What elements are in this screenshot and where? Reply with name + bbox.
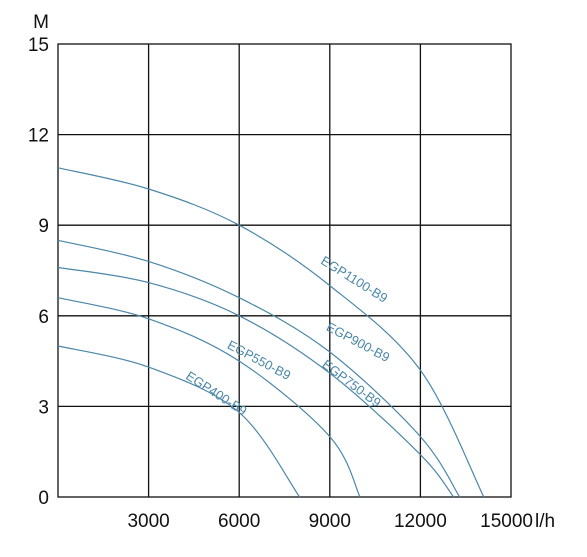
curve-label: EGP550-B9 — [225, 337, 293, 383]
y-tick-label: 0 — [38, 488, 49, 509]
x-axis-unit: l/h — [535, 511, 555, 532]
performance-curves — [57, 167, 485, 498]
curve-labels: EGP1100-B9EGP900-B9EGP750-B9EGP550-B9EGP… — [183, 253, 392, 419]
y-tick-label: 3 — [38, 397, 49, 418]
x-tick-label: 9000 — [309, 511, 351, 532]
curve-egp1100-b9 — [57, 167, 485, 498]
x-tick-label: 12000 — [394, 511, 447, 532]
curve-label: EGP900-B9 — [324, 319, 392, 365]
y-axis-unit: M — [33, 12, 49, 33]
grid — [57, 43, 512, 498]
y-axis-ticks: 0 3 6 9 12 15 — [28, 35, 49, 509]
plot-frame — [57, 43, 512, 498]
curve-egp550-b9 — [57, 297, 361, 498]
x-tick-label: 15000 — [480, 511, 533, 532]
y-tick-label: 12 — [28, 126, 49, 147]
x-axis-ticks: 3000 6000 9000 12000 15000 — [127, 511, 533, 532]
y-tick-label: 6 — [38, 307, 49, 328]
curve-egp750-b9 — [57, 266, 455, 498]
x-tick-label: 3000 — [127, 511, 169, 532]
curve-egp400-b9 — [57, 345, 301, 498]
x-tick-label: 6000 — [218, 511, 260, 532]
y-tick-label: 9 — [38, 216, 49, 237]
curve-egp900-b9 — [57, 239, 461, 498]
y-tick-label: 15 — [28, 35, 49, 56]
